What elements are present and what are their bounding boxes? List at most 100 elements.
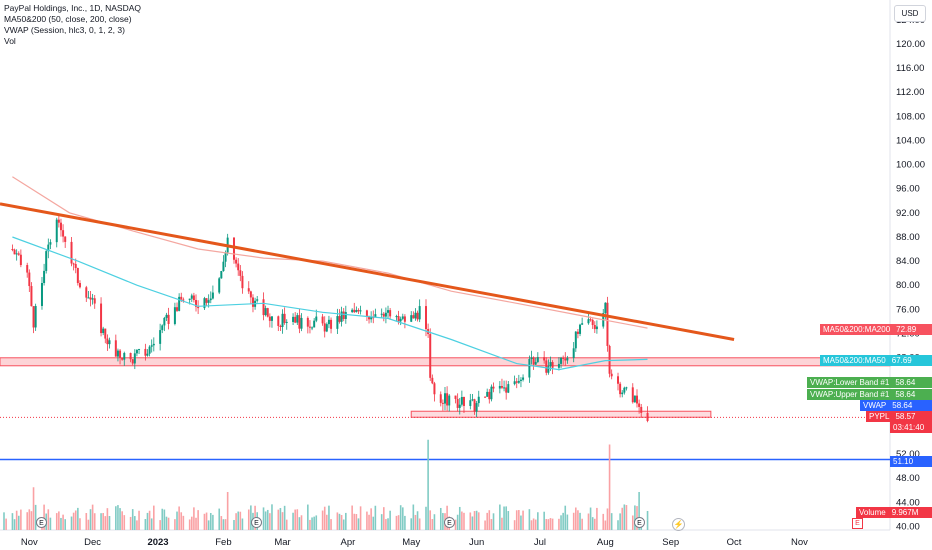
candle-body [313, 320, 316, 328]
candle-body [443, 393, 446, 404]
candle-body [298, 315, 301, 329]
candle-body [251, 297, 254, 307]
candle-body [176, 307, 179, 311]
badge-vwap-value: 58.64 [892, 401, 913, 410]
badge-vwap-upper-value: 58.64 [895, 390, 916, 399]
earnings-icon[interactable]: E [36, 517, 47, 528]
volume-bar [283, 505, 286, 530]
bolt-icon[interactable]: ⚡ [672, 518, 685, 531]
volume-bar [617, 520, 619, 530]
volume-bar [513, 520, 516, 530]
y-tick-label: 76.00 [896, 304, 920, 315]
candle-body [412, 315, 415, 319]
badge-ma200-value: 72.89 [896, 325, 917, 334]
currency-button[interactable]: USD [894, 5, 926, 22]
candle-body [608, 345, 611, 374]
candle-body [486, 391, 489, 397]
candle-body [380, 313, 383, 315]
candle-body [279, 325, 282, 327]
volume-bar [239, 511, 242, 530]
volume-bar [129, 516, 132, 530]
badge-countdown: 03:41:40 [890, 422, 932, 433]
volume-bar [342, 519, 345, 530]
candle-body [549, 362, 552, 367]
volume-bar [528, 509, 531, 530]
volume-bar [174, 519, 176, 530]
y-tick-label: 100.00 [896, 160, 925, 171]
x-tick-label: Apr [341, 537, 356, 548]
candle-body [543, 357, 546, 361]
candle-body [513, 381, 516, 385]
candle-body [593, 325, 596, 330]
candle-body [498, 385, 501, 389]
volume-bar [205, 512, 208, 530]
candle-body [505, 387, 508, 393]
volume-bar [55, 513, 58, 530]
volume-bar [416, 511, 419, 530]
volume-bar [269, 513, 271, 530]
candle-body [534, 361, 537, 365]
badge-vwap-upper-label: VWAP:Upper Band #1 [810, 390, 890, 399]
candle-body [401, 316, 404, 319]
candle-body [78, 282, 81, 288]
volume-bar [271, 504, 273, 530]
candle-body [557, 363, 560, 368]
candle-body [469, 400, 472, 406]
candle-body [429, 334, 432, 378]
trendline [0, 202, 735, 341]
volume-bar [285, 519, 288, 530]
volume-bar [321, 510, 324, 530]
x-tick-label: Oct [727, 537, 742, 548]
candle-body [93, 298, 96, 304]
x-tick-label: Feb [215, 537, 231, 548]
volume-bar [190, 516, 193, 530]
volume-bar [562, 512, 564, 530]
volume-bar [602, 513, 605, 530]
volume-bar [281, 512, 284, 530]
volume-bar [579, 512, 581, 530]
volume-bar [488, 510, 491, 530]
candle-body [389, 310, 392, 317]
candle-body [249, 291, 252, 298]
candle-body [264, 308, 267, 316]
candle-body [581, 323, 584, 325]
candle-body [70, 241, 73, 264]
candle-body [165, 314, 168, 318]
candle-body [528, 358, 531, 378]
volume-bar [60, 517, 62, 530]
candle-body [190, 295, 193, 299]
candle-body [45, 251, 48, 271]
volume-bar [180, 512, 183, 530]
candle-body [159, 330, 162, 344]
earnings-icon[interactable]: E [634, 517, 645, 528]
volume-bar [410, 518, 413, 530]
earnings-icon[interactable]: E [251, 517, 262, 528]
volume-bar [543, 511, 545, 530]
volume-bar [501, 517, 503, 530]
earnings-flag-icon[interactable]: E [852, 518, 863, 529]
volume-bar [311, 517, 313, 530]
candle-body [167, 314, 170, 324]
candle-body [72, 263, 75, 265]
candle-body [192, 295, 195, 301]
candle-body [551, 362, 554, 368]
volume-bar [58, 511, 60, 530]
volume-bar [328, 505, 330, 530]
candle-body [256, 299, 259, 301]
volume-bar [429, 510, 432, 530]
candle-body [351, 309, 354, 313]
volume-bar [522, 510, 524, 530]
volume-bar [606, 508, 609, 530]
volume-bar [241, 518, 244, 530]
candle-body [633, 395, 636, 403]
volume-bar [503, 506, 505, 530]
candle-body [106, 338, 109, 345]
badge-vwap-upper: VWAP:Upper Band #1 58.64 [807, 389, 932, 400]
volume-bar [313, 516, 315, 530]
candle-body [59, 222, 62, 231]
volume-bar [357, 518, 360, 530]
candle-body [135, 349, 138, 354]
candle-body [296, 315, 299, 323]
earnings-icon[interactable]: E [444, 517, 455, 528]
